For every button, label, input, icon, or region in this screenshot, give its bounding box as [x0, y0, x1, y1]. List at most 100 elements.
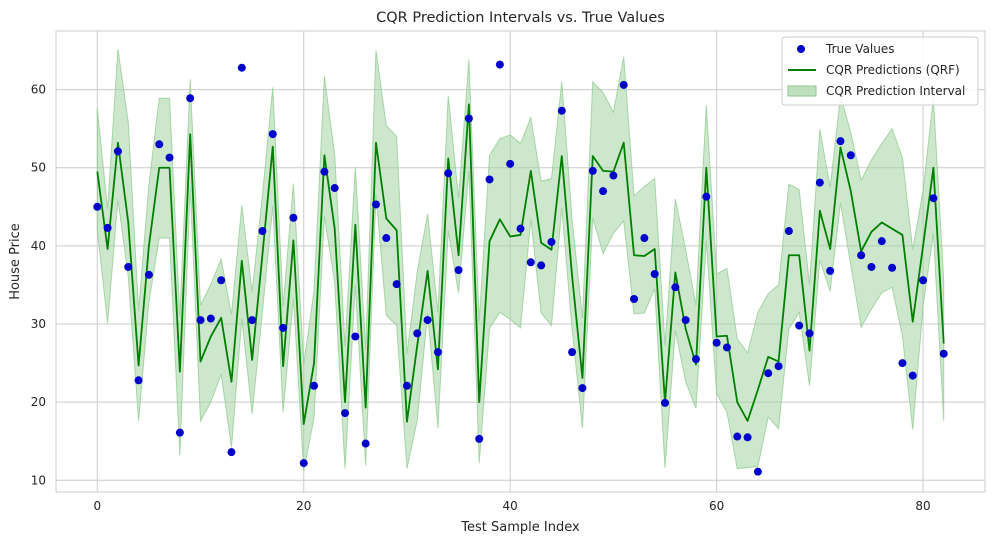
- true-value-point: [299, 459, 308, 468]
- true-value-point: [134, 376, 143, 385]
- true-value-point: [722, 343, 731, 352]
- true-value-point: [630, 295, 639, 304]
- true-value-point: [423, 316, 432, 325]
- true-value-point: [857, 251, 866, 260]
- true-value-point: [310, 381, 319, 390]
- true-value-point: [113, 147, 122, 156]
- true-value-point: [454, 266, 463, 275]
- true-value-point: [588, 166, 597, 175]
- true-value-point: [557, 106, 566, 115]
- true-value-point: [774, 362, 783, 371]
- true-value-point: [371, 200, 380, 209]
- true-value-point: [568, 348, 577, 357]
- true-value-point: [547, 237, 556, 246]
- true-value-point: [681, 316, 690, 325]
- x-tick-label: 40: [503, 499, 518, 513]
- true-value-point: [392, 280, 401, 289]
- true-value-point: [351, 332, 360, 341]
- true-value-point: [578, 384, 587, 393]
- true-value-point: [867, 262, 876, 271]
- true-value-point: [433, 348, 442, 357]
- x-axis-label: Test Sample Index: [460, 520, 580, 535]
- y-tick-label: 60: [31, 83, 46, 97]
- true-value-point: [599, 187, 608, 196]
- true-value-point: [155, 140, 164, 149]
- true-value-point: [702, 192, 711, 201]
- true-value-point: [175, 428, 184, 437]
- true-value-point: [506, 159, 515, 168]
- x-tick-label: 20: [296, 499, 311, 513]
- x-tick-label: 60: [709, 499, 724, 513]
- true-value-point: [836, 137, 845, 146]
- y-tick-label: 20: [31, 395, 46, 409]
- true-value-point: [475, 434, 484, 443]
- true-value-point: [898, 359, 907, 368]
- legend: True Values CQR Predictions (QRF) CQR Pred…: [781, 36, 979, 106]
- true-value-point: [361, 439, 370, 448]
- true-value-point: [495, 60, 504, 69]
- prediction-line: [96, 103, 945, 425]
- true-value-point: [382, 234, 391, 243]
- true-value-point: [93, 202, 102, 211]
- true-value-point: [279, 323, 288, 332]
- true-value-point: [537, 261, 546, 270]
- true-value-point: [320, 167, 329, 176]
- x-tick-label: 80: [915, 499, 930, 513]
- true-value-point: [691, 355, 700, 364]
- true-value-point: [712, 338, 721, 347]
- true-value-point: [526, 258, 535, 267]
- true-value-point: [939, 349, 948, 358]
- y-tick-label: 30: [31, 317, 46, 331]
- true-value-point: [795, 321, 804, 330]
- y-tick-label: 50: [31, 161, 46, 175]
- true-value-point: [413, 329, 422, 338]
- true-value-point: [640, 234, 649, 243]
- y-axis-label: House Price: [8, 223, 23, 300]
- true-value-point: [784, 227, 793, 236]
- true-value-points: [93, 60, 948, 476]
- true-value-point: [485, 175, 494, 184]
- true-value-point: [877, 237, 886, 246]
- true-value-point: [227, 448, 236, 457]
- true-value-point: [929, 194, 938, 203]
- legend-label: True Values: [825, 42, 895, 56]
- true-value-point: [619, 80, 628, 89]
- true-value-point: [671, 283, 680, 292]
- true-value-point: [217, 276, 226, 285]
- true-value-point: [888, 263, 897, 272]
- true-value-point: [919, 276, 928, 285]
- true-value-point: [330, 184, 339, 193]
- true-value-point: [196, 316, 205, 325]
- true-value-point: [826, 266, 835, 275]
- true-value-point: [248, 316, 257, 325]
- legend-patch-interval: [787, 85, 817, 97]
- legend-label: CQR Predictions (QRF): [826, 63, 960, 77]
- legend-label: CQR Prediction Interval: [826, 84, 965, 98]
- true-value-point: [661, 398, 670, 407]
- true-value-point: [733, 432, 742, 441]
- true-value-point: [289, 213, 298, 222]
- true-value-point: [743, 433, 752, 442]
- true-value-point: [753, 467, 762, 476]
- true-value-point: [609, 171, 618, 180]
- true-value-point: [650, 270, 659, 279]
- true-value-point: [165, 153, 174, 162]
- legend-marker-true-values: [797, 45, 805, 53]
- true-value-point: [144, 270, 153, 279]
- legend-box: [781, 36, 979, 106]
- y-tick-label: 40: [31, 239, 46, 253]
- true-value-point: [186, 94, 195, 103]
- true-value-point: [103, 223, 112, 232]
- true-value-point: [764, 369, 773, 378]
- true-value-point: [805, 329, 814, 338]
- true-value-point: [341, 409, 350, 418]
- true-value-point: [268, 130, 277, 139]
- true-value-point: [846, 151, 855, 160]
- true-value-point: [908, 371, 917, 380]
- true-value-point: [464, 114, 473, 123]
- true-value-point: [402, 381, 411, 390]
- axes-frame: [55, 30, 986, 493]
- y-tick-label: 10: [31, 473, 46, 487]
